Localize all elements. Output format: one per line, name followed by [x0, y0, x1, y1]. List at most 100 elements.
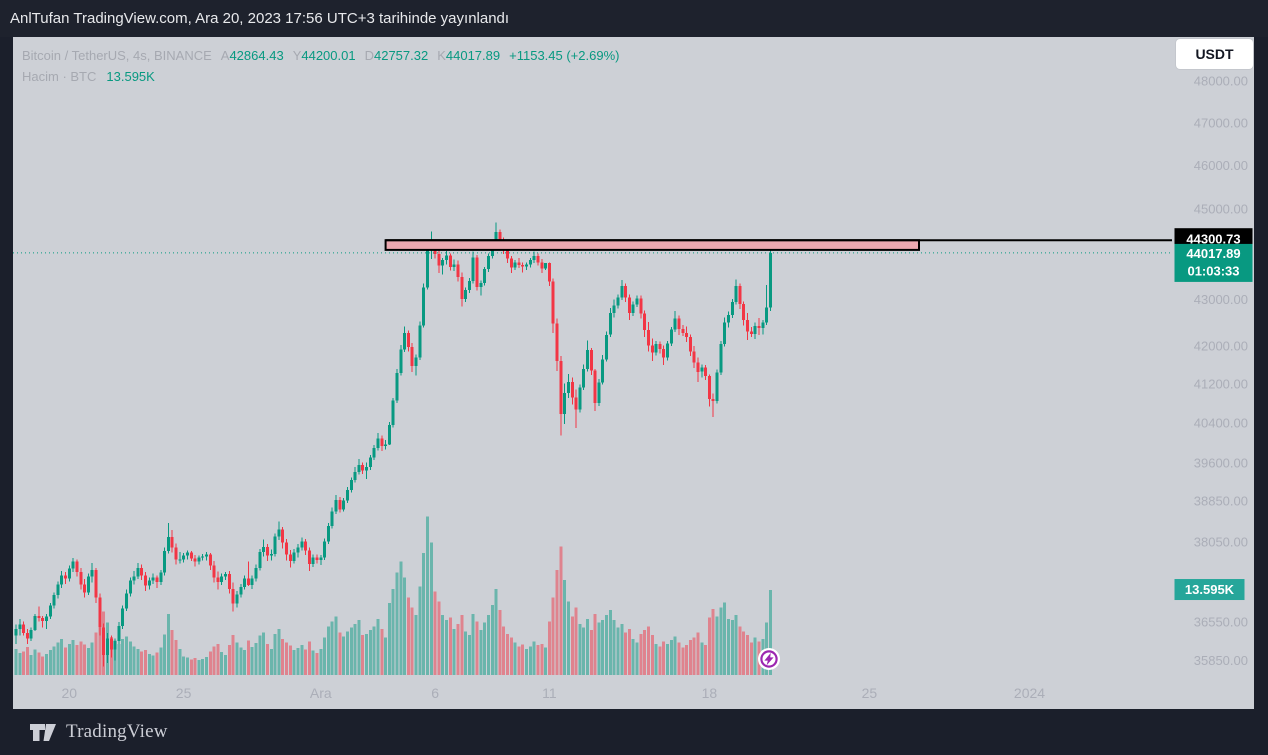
volume-bar: [262, 632, 266, 675]
volume-bar: [25, 646, 29, 676]
candle-body: [189, 552, 193, 559]
candle-body: [616, 297, 620, 306]
volume-bar: [433, 591, 437, 675]
candle-body: [586, 349, 589, 369]
volume-bar: [441, 615, 445, 675]
footer-bar: TradingView: [0, 709, 1268, 755]
volume-bar: [224, 655, 228, 675]
candle-body: [67, 568, 71, 579]
resistance-zone-box[interactable]: [384, 239, 921, 251]
candle-body: [525, 264, 529, 267]
volume-bar: [71, 640, 75, 675]
volume-bar: [639, 633, 643, 675]
volume-bar: [673, 636, 677, 675]
volume-bar: [627, 628, 631, 675]
candle-body: [197, 557, 201, 562]
volume-bar: [387, 603, 391, 676]
candle-body: [235, 594, 239, 604]
volume-bar: [479, 630, 483, 675]
candle-body: [631, 304, 635, 313]
volume-bar: [250, 646, 254, 676]
candle-body: [742, 303, 746, 320]
candle-body: [86, 576, 90, 593]
candle-body: [528, 260, 532, 265]
volume-bar: [696, 632, 700, 675]
candle-body: [121, 608, 125, 626]
candle-body: [60, 575, 64, 585]
candle-body: [730, 302, 734, 316]
candle-body: [414, 357, 418, 367]
price-tick-label: 40400.00: [1194, 416, 1248, 431]
candle-body: [182, 555, 186, 560]
volume-bar: [155, 652, 159, 675]
price-scale[interactable]: 48000.00 47000.00 46000.00 45000.00 43000.00…: [1194, 74, 1248, 668]
volume-bar: [707, 617, 711, 675]
candle-body: [368, 457, 372, 467]
volume-bar: [265, 643, 269, 675]
candle-body: [471, 257, 475, 281]
volume-bar: [753, 637, 757, 675]
candle-body: [445, 255, 449, 261]
volume-bar: [368, 630, 372, 675]
lightning-bolt-icon: [764, 652, 774, 666]
candle-body: [643, 313, 647, 331]
volume-bar: [117, 643, 121, 675]
candle-body: [98, 597, 102, 628]
volume-bar: [151, 655, 155, 676]
chart-panel[interactable]: 48000.00 47000.00 46000.00 45000.00 43000.00…: [13, 37, 1254, 709]
volume-bar: [159, 647, 163, 675]
candle-body: [597, 382, 601, 404]
candle-body: [140, 567, 144, 576]
time-scale[interactable]: 20 25 Ara 6 11 18 25 2024: [62, 685, 1046, 701]
candle-body: [330, 511, 334, 527]
tradingview-wordmark[interactable]: TradingView: [66, 721, 168, 742]
candle-body: [52, 594, 56, 606]
price-tick-label: 39600.00: [1194, 455, 1248, 470]
volume-bar: [498, 610, 502, 675]
candle-body: [570, 381, 574, 398]
volume-bar: [124, 636, 128, 675]
candle-body: [124, 593, 128, 609]
volume-bar: [258, 635, 262, 676]
candle-body: [685, 332, 689, 338]
volume-bar: [380, 628, 384, 675]
candlestick-canvas[interactable]: 48000.00 47000.00 46000.00 45000.00 43000.00…: [13, 37, 1254, 709]
ohlc-low: D42757.32: [364, 48, 429, 63]
volume-bar: [666, 643, 670, 675]
volume-bar: [361, 635, 365, 675]
volume-bar: [704, 645, 708, 675]
candle-body: [467, 280, 471, 291]
candle-body: [262, 546, 266, 553]
candle-body: [707, 376, 711, 400]
candle-body: [677, 318, 681, 330]
candle-body: [44, 616, 48, 621]
candle-body: [155, 577, 159, 583]
candle-body: [166, 536, 170, 552]
candle-body: [79, 572, 83, 585]
volume-bar: [48, 650, 52, 675]
lightning-idea-marker[interactable]: [758, 648, 780, 670]
candle-body: [277, 529, 281, 537]
volume-bar: [64, 647, 68, 675]
candle-body: [338, 499, 342, 510]
price-tick-label: 43000.00: [1194, 292, 1248, 307]
currency-toggle-button[interactable]: USDT: [1176, 39, 1253, 69]
volume-bar: [418, 586, 422, 675]
volume-bar: [650, 635, 654, 675]
volume-bar: [574, 607, 578, 675]
candle-body: [29, 630, 33, 639]
candle-body: [109, 638, 113, 650]
volume-bar: [288, 645, 292, 676]
candle-body: [357, 464, 361, 472]
candle-body: [128, 580, 132, 594]
candle-body: [452, 264, 456, 267]
tradingview-logo-icon[interactable]: [30, 720, 57, 744]
volume-bar: [18, 653, 22, 676]
price-change: +1153.45 (+2.69%): [509, 48, 620, 63]
volume-bar: [182, 656, 186, 675]
volume-bar: [631, 638, 635, 675]
volume-bar: [144, 650, 148, 675]
volume-bar: [277, 628, 281, 675]
volume-bar: [711, 608, 715, 675]
volume-bar: [342, 636, 346, 675]
